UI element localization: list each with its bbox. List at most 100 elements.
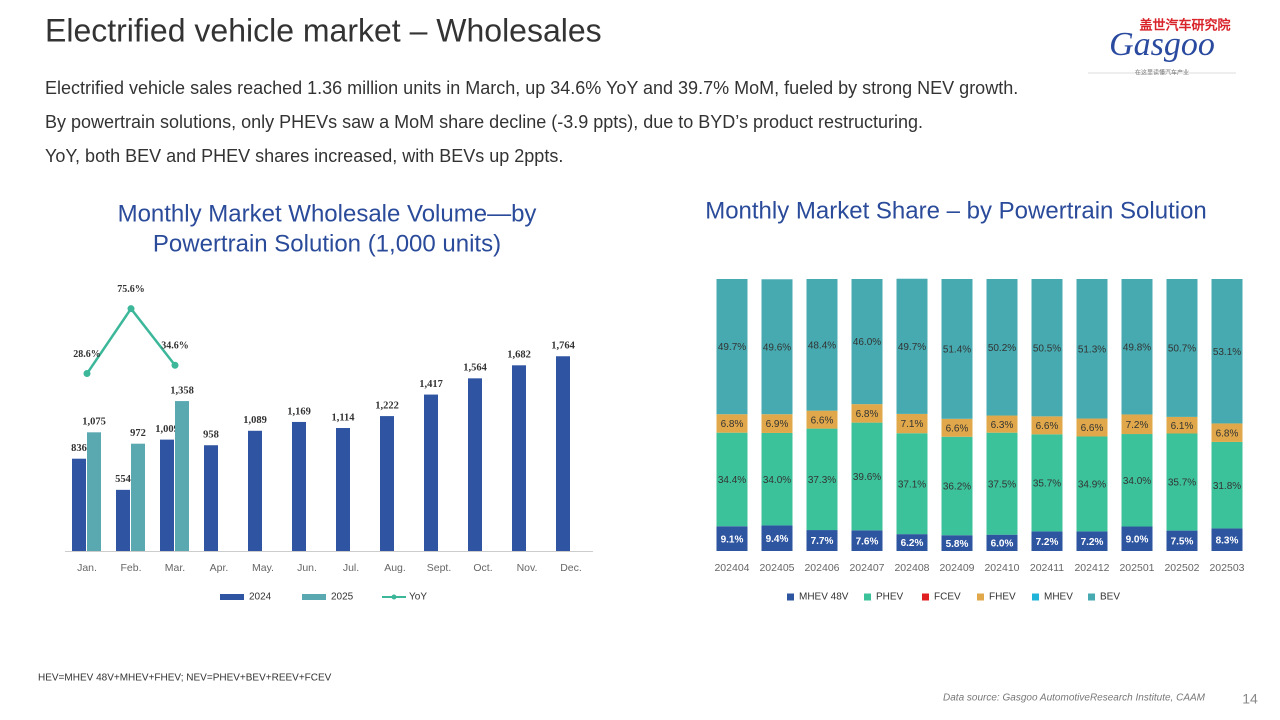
data-label: 6.1% <box>1171 421 1194 432</box>
data-label: 1,417 <box>419 379 443 390</box>
data-label: 35.7% <box>1168 478 1196 489</box>
data-label: 1,764 <box>551 341 575 352</box>
x-tick-label: 202410 <box>984 562 1019 574</box>
logo-tagline: 在这里读懂汽车产业 <box>1135 69 1189 77</box>
logo-cn: 盖世汽车研究院 <box>1139 17 1230 32</box>
x-tick-label: 202501 <box>1119 562 1154 574</box>
x-tick-label: 202411 <box>1030 562 1064 574</box>
logo: Gasgoo <box>1109 26 1215 63</box>
data-label: 34.6% <box>161 341 189 352</box>
bar <box>204 445 218 551</box>
legend-label: YoY <box>409 592 427 603</box>
data-label: 1,564 <box>463 363 487 374</box>
legend-label: MHEV 48V <box>799 592 849 603</box>
data-label: 36.2% <box>943 482 971 493</box>
yoy-point <box>83 370 91 378</box>
legend-swatch <box>220 594 244 600</box>
bar <box>116 489 130 551</box>
bar <box>336 428 350 551</box>
data-label: 49.8% <box>1123 342 1151 353</box>
data-label: 6.9% <box>766 419 789 430</box>
source: Data source: Gasgoo AutomotiveResearch I… <box>943 693 1206 704</box>
slide-title: Electrified vehicle market – Wholesales <box>45 12 602 48</box>
data-label: 6.3% <box>991 420 1014 431</box>
bar <box>160 439 174 551</box>
legend-label: FCEV <box>934 592 961 603</box>
data-label: 37.3% <box>808 475 836 486</box>
x-tick-label: Apr. <box>210 562 229 574</box>
x-tick-label: Jul. <box>343 562 359 574</box>
x-tick-label: Mar. <box>165 562 185 574</box>
bar-segment <box>806 428 838 531</box>
data-label: 9.1% <box>721 534 744 545</box>
data-label: 48.4% <box>808 340 836 351</box>
bar-segment <box>1031 434 1063 532</box>
data-label: 49.7% <box>898 342 926 353</box>
bar <box>248 430 262 551</box>
bar-segment <box>1121 434 1153 527</box>
legend-dot <box>391 594 397 600</box>
data-label: 35.7% <box>1033 479 1061 490</box>
bar-segment <box>1121 526 1153 551</box>
bar-segment <box>761 414 793 433</box>
bar <box>175 401 189 551</box>
data-label: 50.7% <box>1168 344 1196 355</box>
data-label: 34.0% <box>1123 476 1151 487</box>
data-label: 34.9% <box>1078 480 1106 491</box>
bar-segment <box>1076 436 1108 532</box>
data-label: 49.6% <box>763 342 791 353</box>
bar-segment <box>806 530 838 551</box>
bar-segment <box>1211 441 1243 529</box>
data-label: 7.5% <box>1171 536 1194 547</box>
data-label: 1,089 <box>243 415 267 426</box>
chart-title: Monthly Market Wholesale Volume—by <box>118 200 537 227</box>
bar <box>131 443 145 551</box>
legend-swatch <box>922 593 929 601</box>
x-tick-label: Sept. <box>427 562 452 574</box>
bar-segment <box>1166 416 1198 434</box>
data-label: 5.8% <box>946 539 969 550</box>
data-label: 28.6% <box>73 349 101 360</box>
bar-segment <box>1166 279 1198 417</box>
bar-segment <box>716 432 748 527</box>
data-label: 31.8% <box>1213 481 1241 492</box>
page-number: 14 <box>1242 691 1258 707</box>
bar-segment <box>761 432 793 526</box>
bar-segment <box>1076 418 1108 437</box>
bar-segment <box>1211 528 1243 551</box>
data-label: 50.5% <box>1033 343 1061 354</box>
legend-swatch <box>787 593 794 601</box>
footnote: HEV=MHEV 48V+MHEV+FHEV; NEV=PHEV+BEV+REE… <box>38 673 332 684</box>
bar <box>556 356 570 551</box>
data-label: 46.0% <box>853 337 881 348</box>
bar-segment <box>896 534 928 551</box>
x-tick-label: 202412 <box>1074 562 1109 574</box>
data-label: 6.6% <box>946 423 969 434</box>
bar-segment <box>806 410 838 429</box>
x-tick-label: Aug. <box>384 562 406 574</box>
legend-swatch <box>977 593 984 601</box>
bar-segment <box>716 279 748 415</box>
data-label: 51.3% <box>1078 344 1106 355</box>
bar-segment <box>716 526 748 551</box>
body-line: Electrified vehicle sales reached 1.36 m… <box>45 78 1018 98</box>
x-tick-label: 202405 <box>759 562 794 574</box>
data-label: 972 <box>130 428 146 439</box>
legend-label: 2025 <box>331 592 354 603</box>
bar-segment <box>761 525 793 551</box>
data-label: 7.2% <box>1036 537 1059 548</box>
data-label: 6.8% <box>856 409 879 420</box>
data-label: 1,169 <box>287 406 311 417</box>
x-tick-label: Oct. <box>473 562 492 574</box>
data-label: 7.2% <box>1126 420 1149 431</box>
bar-segment <box>1121 279 1153 415</box>
bar-segment <box>716 414 748 433</box>
bar <box>424 394 438 551</box>
data-label: 6.0% <box>991 538 1014 549</box>
data-label: 34.0% <box>763 475 791 486</box>
x-tick-label: Dec. <box>560 562 582 574</box>
legend-swatch <box>302 594 326 600</box>
yoy-point <box>127 305 135 313</box>
chart-title: Powertrain Solution (1,000 units) <box>153 230 501 257</box>
